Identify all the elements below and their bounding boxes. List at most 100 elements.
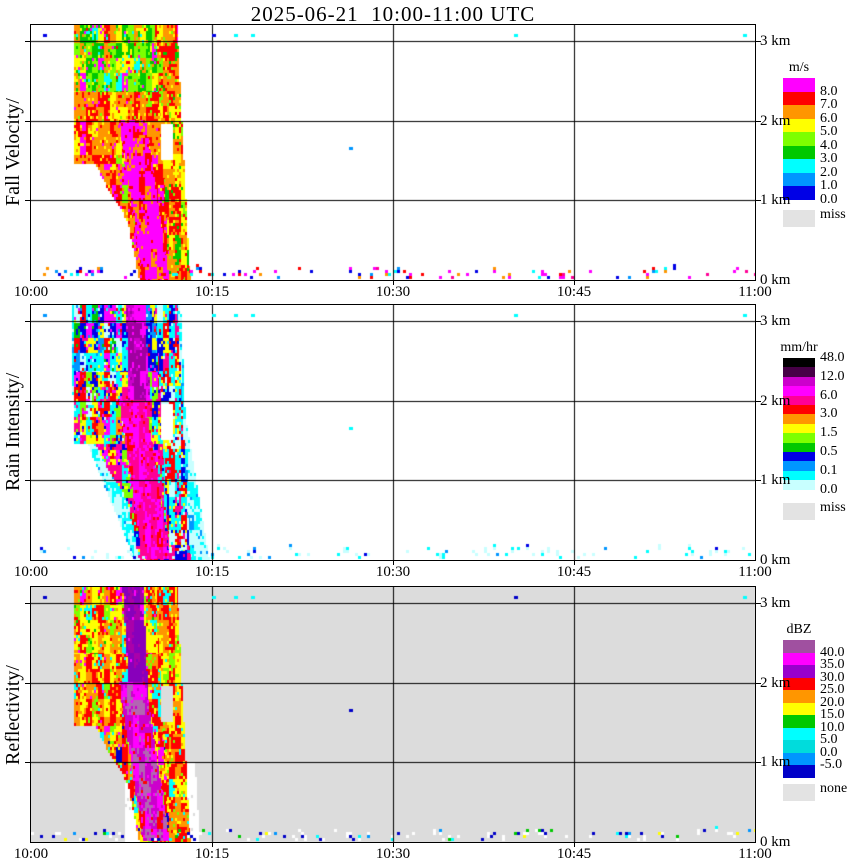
colorbar-tick-label: 0.5 — [820, 444, 838, 459]
x-tick-label: 11:00 — [738, 284, 772, 300]
y-tick-label: 1 km — [760, 754, 791, 771]
x-tick-label: 10:30 — [375, 846, 411, 862]
x-tick-label: 10:15 — [194, 284, 230, 300]
x-axis-tick — [574, 561, 575, 565]
colorbar-tick-label: 1.5 — [820, 425, 838, 441]
colorbar-tick-label: 3.0 — [820, 151, 838, 166]
colorbar-missing-box — [783, 503, 815, 520]
page-title: 2025-06-21 10:00-11:00 UTC — [250, 2, 536, 26]
y-tick-label: 3 km — [760, 312, 791, 329]
colorbar-tick-label: -5.0 — [820, 757, 843, 772]
colorbar-segment — [783, 690, 815, 703]
fall-velocity-heatmap-canvas — [31, 25, 755, 280]
y-axis-tick — [25, 603, 30, 604]
y-axis-tick — [756, 121, 761, 122]
y-tick-label: 2 km — [760, 112, 791, 129]
colorbar-tick-label: 2.0 — [820, 164, 838, 180]
colorbar-tick-label: 25.0 — [820, 682, 845, 697]
x-axis-tick — [212, 843, 213, 847]
y-axis-tick — [756, 41, 761, 42]
y-axis-tick — [25, 41, 30, 42]
x-tick-label: 10:00 — [13, 564, 49, 580]
y-axis-tick — [756, 321, 761, 322]
colorbar-segment — [783, 78, 815, 92]
colorbar-segment — [783, 395, 815, 405]
colorbar-segment — [783, 105, 815, 119]
reflectivity-heatmap-canvas — [31, 587, 755, 842]
colorbar-segment — [783, 423, 815, 434]
colorbar-tick-label: 10.0 — [820, 719, 845, 735]
y-axis-tick — [25, 121, 30, 122]
rain-intensity-heatmap-canvas — [31, 305, 755, 560]
x-tick-label: 10:15 — [194, 564, 230, 580]
colorbar-tick-label: 6.0 — [820, 387, 838, 403]
x-tick-label: 10:15 — [194, 846, 230, 862]
y-tick-label: 1 km — [760, 472, 791, 489]
colorbar-segment — [783, 91, 815, 105]
x-tick-label: 10:45 — [556, 284, 592, 300]
x-axis-tick — [212, 281, 213, 285]
y-axis-tick — [756, 401, 761, 402]
y-axis-tick — [25, 683, 30, 684]
colorbar-tick-label: 20.0 — [820, 694, 845, 710]
colorbar-segment — [783, 702, 815, 715]
colorbar-missing-box — [783, 784, 815, 801]
y-axis-tick — [756, 603, 761, 604]
colorbar-segment — [783, 640, 815, 653]
panel-reflectivity — [30, 586, 756, 843]
colorbar-tick-label: 40.0 — [820, 644, 845, 660]
colorbar-tick-label: 4.0 — [820, 137, 838, 153]
y-tick-label: 2 km — [760, 392, 791, 409]
y-axis-tick — [756, 200, 761, 201]
x-tick-label: 10:45 — [556, 564, 592, 580]
colorbar-segment — [783, 677, 815, 690]
y-tick-label: 3 km — [760, 594, 791, 611]
colorbar-missing-label: miss — [820, 207, 846, 222]
panel-rain-intensity — [30, 304, 756, 561]
y-tick-label: 1 km — [760, 192, 791, 209]
colorbar-segment — [783, 480, 815, 490]
colorbar-missing-label: none — [820, 781, 848, 796]
colorbar-segment — [783, 414, 815, 424]
y-tick-label: 0 km — [760, 552, 791, 568]
colorbar-segment — [783, 433, 815, 443]
colorbar-segment — [783, 358, 815, 368]
y-axis-tick — [25, 401, 30, 402]
colorbar-unit-ms: m/s — [788, 60, 810, 75]
colorbar-tick-label: 7.0 — [820, 97, 838, 112]
x-tick-label: 11:00 — [738, 846, 772, 862]
x-tick-label: 10:00 — [13, 284, 49, 300]
colorbar-tick-label: 0.0 — [820, 744, 838, 760]
colorbar-segment — [783, 765, 815, 778]
colorbar-segment — [783, 442, 815, 452]
x-axis-tick — [393, 843, 394, 847]
colorbar-tick-label: 0.1 — [820, 462, 838, 478]
y-axis-tick — [25, 321, 30, 322]
colorbar-tick-label: 35.0 — [820, 657, 845, 672]
colorbar-segment — [783, 665, 815, 678]
colorbar-tick-label: 3.0 — [820, 406, 838, 422]
colorbar-tick-label: 15.0 — [820, 707, 845, 722]
ylabel-fall-velocity: Fall Velocity/ — [2, 98, 24, 206]
colorbar-unit-dbz: dBZ — [786, 622, 812, 637]
colorbar-tick-label: 0.0 — [820, 481, 838, 497]
colorbar-missing-box — [783, 210, 815, 227]
colorbar-segment — [783, 376, 815, 387]
colorbar-tick-label: 1.0 — [820, 178, 838, 193]
colorbar-segment — [783, 159, 815, 173]
y-axis-tick — [25, 480, 30, 481]
colorbar-tick-label: 8.0 — [820, 83, 838, 99]
colorbar-tick-label: 30.0 — [820, 669, 845, 685]
x-axis-labels-panel1: 10:00 10:15 10:30 10:45 11:00 — [0, 284, 850, 302]
x-axis-tick — [212, 561, 213, 565]
colorbar-segment — [783, 367, 815, 377]
x-axis-labels-panel3: 10:00 10:15 10:30 10:45 11:00 — [0, 846, 850, 864]
y-axis-tick — [756, 480, 761, 481]
colorbar-tick-label: 48.0 — [820, 350, 845, 365]
colorbar-segment — [783, 740, 815, 753]
y-tick-label: 0 km — [760, 272, 791, 288]
colorbar-segment — [783, 715, 815, 728]
colorbar-tick-label: 5.0 — [820, 732, 838, 747]
ylabel-reflectivity: Reflectivity/ — [2, 665, 24, 766]
panel-fall-velocity — [30, 24, 756, 281]
